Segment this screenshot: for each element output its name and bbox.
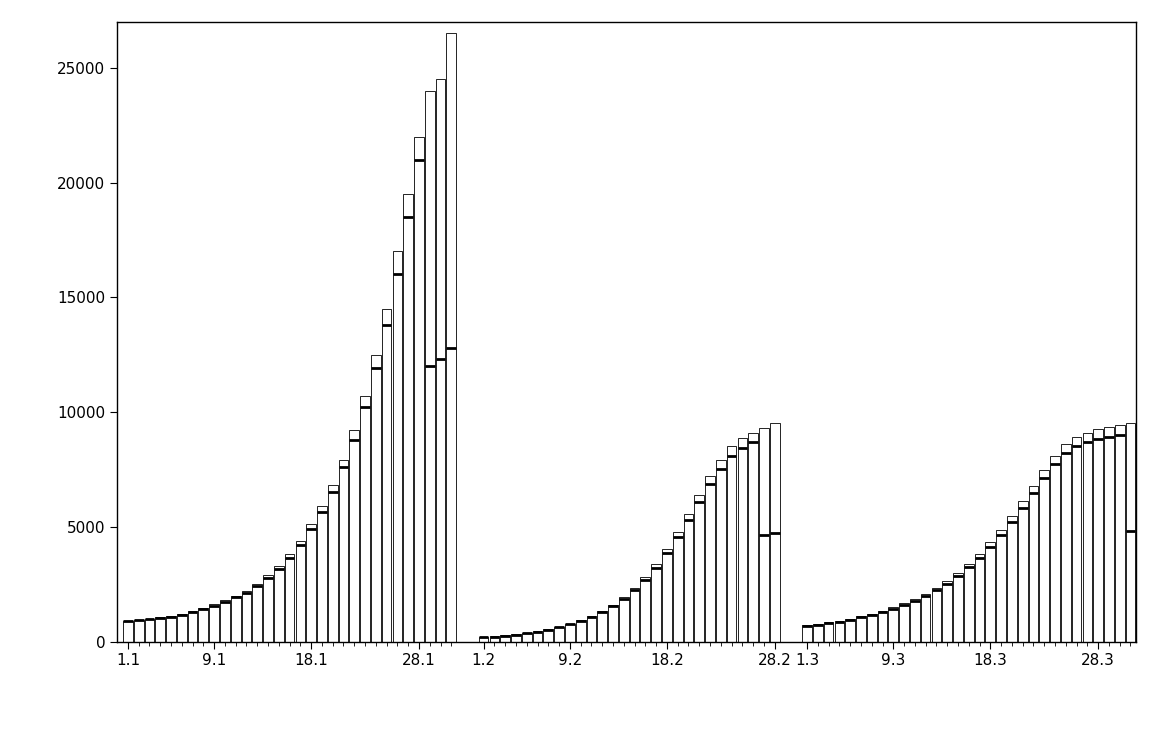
Bar <box>759 428 769 642</box>
Bar <box>241 591 252 642</box>
Bar <box>748 433 758 642</box>
Bar <box>738 438 747 642</box>
Bar <box>361 396 370 642</box>
Bar <box>878 611 888 642</box>
Bar <box>986 542 995 642</box>
Bar <box>123 621 132 642</box>
Bar <box>1007 515 1016 642</box>
Bar <box>587 616 596 642</box>
Bar <box>802 625 812 642</box>
Bar <box>253 584 262 642</box>
Bar <box>533 631 542 642</box>
Bar <box>274 566 283 642</box>
Bar <box>813 624 823 642</box>
Bar <box>285 554 294 642</box>
Bar <box>867 614 877 642</box>
Bar <box>597 611 607 642</box>
Bar <box>566 623 575 642</box>
Bar <box>133 620 144 642</box>
Bar <box>328 486 337 642</box>
Bar <box>1082 433 1093 642</box>
Bar <box>1050 456 1060 642</box>
Bar <box>382 309 391 642</box>
Bar <box>500 636 511 642</box>
Bar <box>694 495 704 642</box>
Bar <box>932 588 941 642</box>
Bar <box>1040 470 1049 642</box>
Bar <box>436 79 445 642</box>
Bar <box>554 627 564 642</box>
Bar <box>317 506 327 642</box>
Bar <box>415 136 424 642</box>
Bar <box>823 623 834 642</box>
Bar <box>835 620 844 642</box>
Bar <box>392 252 403 642</box>
Bar <box>187 611 198 642</box>
Bar <box>920 594 931 642</box>
Bar <box>1061 444 1070 642</box>
Bar <box>1071 437 1082 642</box>
Bar <box>899 604 909 642</box>
Bar <box>199 608 208 642</box>
Bar <box>673 532 683 642</box>
Bar <box>349 430 359 642</box>
Bar <box>231 596 240 642</box>
Bar <box>845 619 855 642</box>
Bar <box>576 620 586 642</box>
Bar <box>479 637 488 642</box>
Bar <box>338 460 348 642</box>
Bar <box>1115 425 1124 642</box>
Bar <box>856 616 865 642</box>
Bar <box>662 549 672 642</box>
Bar <box>1125 424 1136 642</box>
Bar <box>997 529 1006 642</box>
Bar <box>543 629 553 642</box>
Bar <box>263 575 273 642</box>
Bar <box>166 616 176 642</box>
Bar <box>156 617 165 642</box>
Bar <box>727 446 737 642</box>
Bar <box>630 588 639 642</box>
Bar <box>684 514 693 642</box>
Bar <box>220 600 230 642</box>
Bar <box>889 607 898 642</box>
Bar <box>619 597 629 642</box>
Bar <box>307 524 316 642</box>
Bar <box>489 636 499 642</box>
Bar <box>446 34 457 642</box>
Bar <box>1104 427 1114 642</box>
Bar <box>1028 486 1039 642</box>
Bar <box>425 90 434 642</box>
Bar <box>403 194 413 642</box>
Bar <box>910 599 919 642</box>
Bar <box>608 604 618 642</box>
Bar <box>177 614 186 642</box>
Bar <box>705 476 714 642</box>
Bar <box>953 573 963 642</box>
Bar <box>715 460 726 642</box>
Bar <box>210 604 219 642</box>
Bar <box>964 564 973 642</box>
Bar <box>769 424 780 642</box>
Bar <box>522 633 532 642</box>
Bar <box>1094 429 1103 642</box>
Bar <box>651 564 660 642</box>
Bar <box>144 619 155 642</box>
Bar <box>511 634 521 642</box>
Bar <box>943 581 952 642</box>
Bar <box>1018 501 1027 642</box>
Bar <box>295 540 306 642</box>
Bar <box>371 354 381 642</box>
Bar <box>974 553 985 642</box>
Bar <box>641 577 650 642</box>
